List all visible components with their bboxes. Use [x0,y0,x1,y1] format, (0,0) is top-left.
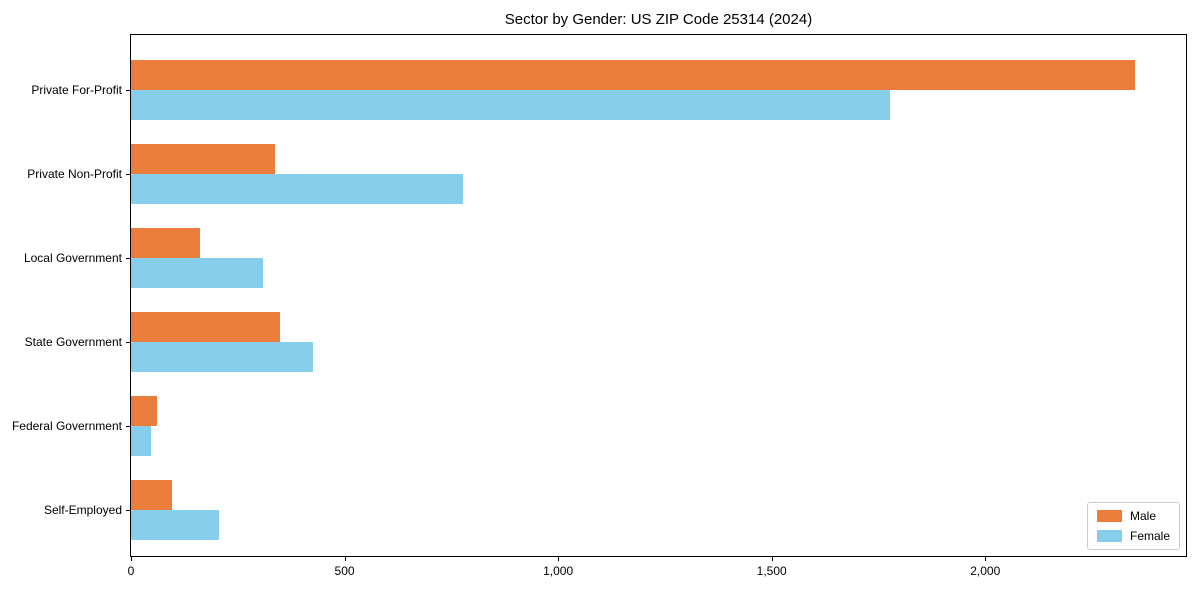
x-axis-tick [344,556,346,561]
x-axis-tick [985,556,987,561]
bar-group [131,300,1186,384]
bar-group [131,216,1186,300]
legend: Male Female [1086,502,1180,550]
x-axis-label: 0 [127,564,135,578]
bar-male [131,396,157,426]
bar-male [131,480,172,510]
plot-area: Male Female Private For-Profit Private Non… [12,34,1187,578]
x-axis-tick [558,556,560,561]
y-axis-label: Private Non-Profit [27,167,122,181]
bars-container [131,35,1186,556]
y-axis-tick [126,90,131,91]
y-axis-label: Local Government [23,251,122,265]
bar-group [131,48,1186,132]
bar-female [131,342,313,372]
bar-male [131,228,201,258]
y-axis-tick [126,174,131,175]
bar-male [131,144,275,174]
chart-title: Sector by Gender: US ZIP Code 25314 (202… [504,11,813,28]
legend-label: Male [1129,509,1156,523]
bar-female [131,510,219,540]
y-axis-tick [126,342,131,343]
y-axis-tick [126,258,131,259]
x-axis-tick [771,556,773,561]
bar-group [131,468,1186,552]
bar-group [131,384,1186,468]
x-axis-label: 1,000 [543,564,574,578]
y-axis-label: Private For-Profit [31,83,122,97]
bar-group [131,132,1186,216]
y-axis-label: Federal Government [11,419,122,433]
bar-female [131,426,151,456]
bar-male [131,60,1135,90]
legend-swatch-male [1096,510,1122,522]
x-axis-label: 2,000 [970,564,1001,578]
bar-female [131,174,464,204]
x-axis-label: 500 [334,564,355,578]
bar-male [131,312,281,342]
legend-swatch-female [1096,530,1122,542]
y-axis-label: Self-Employed [43,503,122,517]
legend-label: Female [1129,529,1170,543]
y-axis-tick [126,426,131,427]
bar-female [131,258,264,288]
x-axis-label: 1,500 [756,564,787,578]
x-axis-tick [131,556,132,561]
legend-item: Female [1096,529,1170,543]
legend-item: Male [1096,509,1170,523]
y-axis-tick [126,510,131,511]
y-axis-label: State Government [24,335,122,349]
bar-female [131,90,891,120]
